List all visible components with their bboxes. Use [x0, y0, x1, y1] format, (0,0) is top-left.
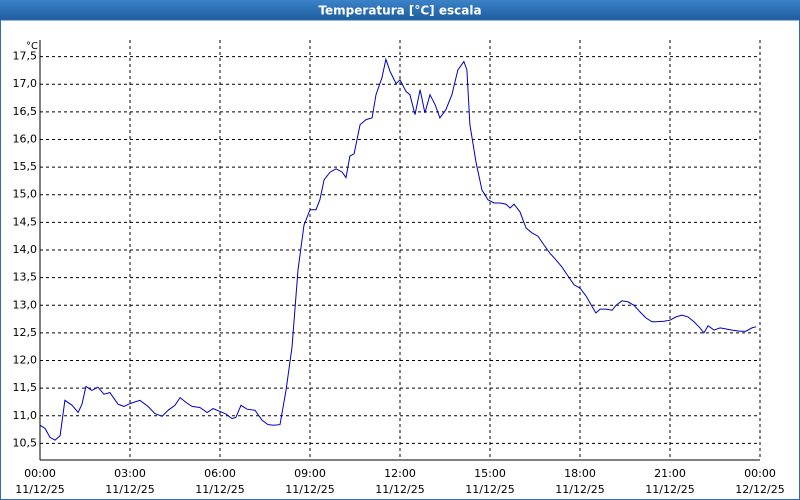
window-frame — [0, 19, 800, 500]
y-tick-label: 17,5 — [13, 50, 38, 63]
y-tick-label: 15,5 — [13, 160, 38, 173]
x-tick-date: 11/12/25 — [15, 483, 64, 496]
y-tick-label: 13,5 — [13, 271, 38, 284]
y-tick-label: 17,0 — [13, 77, 38, 90]
x-tick-label: 15:00 — [474, 467, 506, 480]
title-bar — [0, 0, 800, 20]
x-tick-label: 00:00 — [744, 467, 776, 480]
y-tick-label: 11,0 — [13, 409, 38, 422]
x-tick-label: 21:00 — [654, 467, 686, 480]
x-tick-label: 18:00 — [564, 467, 596, 480]
y-tick-label: 16,5 — [13, 105, 38, 118]
y-tick-label: 12,5 — [13, 326, 38, 339]
y-unit: °C — [26, 41, 38, 52]
y-tick-label: 12,0 — [13, 354, 38, 367]
x-tick-date: 11/12/25 — [645, 483, 694, 496]
x-tick-label: 03:00 — [114, 467, 146, 480]
x-tick-date: 11/12/25 — [105, 483, 154, 496]
x-tick-date: 11/12/25 — [375, 483, 424, 496]
x-tick-label: 12:00 — [384, 467, 416, 480]
x-tick-label: 06:00 — [204, 467, 236, 480]
y-tick-label: 14,5 — [13, 215, 38, 228]
x-tick-label: 09:00 — [294, 467, 326, 480]
x-tick-date: 11/12/25 — [555, 483, 604, 496]
x-tick-label: 00:00 — [24, 467, 56, 480]
x-tick-date: 11/12/25 — [285, 483, 334, 496]
x-tick-date: 11/12/25 — [465, 483, 514, 496]
temperature-line — [39, 57, 757, 441]
x-tick-date: 11/12/25 — [195, 483, 244, 496]
y-tick-label: 14,0 — [13, 243, 38, 256]
y-tick-label: 16,0 — [13, 132, 38, 145]
y-tick-label: 13,0 — [13, 298, 38, 311]
y-tick-label: 15,0 — [13, 188, 38, 201]
y-tick-label: 11,5 — [13, 381, 38, 394]
x-tick-date: 12/12/25 — [735, 483, 784, 496]
y-tick-label: 10,5 — [13, 436, 38, 449]
chart-title: Temperatura [°C] escala — [318, 4, 481, 18]
